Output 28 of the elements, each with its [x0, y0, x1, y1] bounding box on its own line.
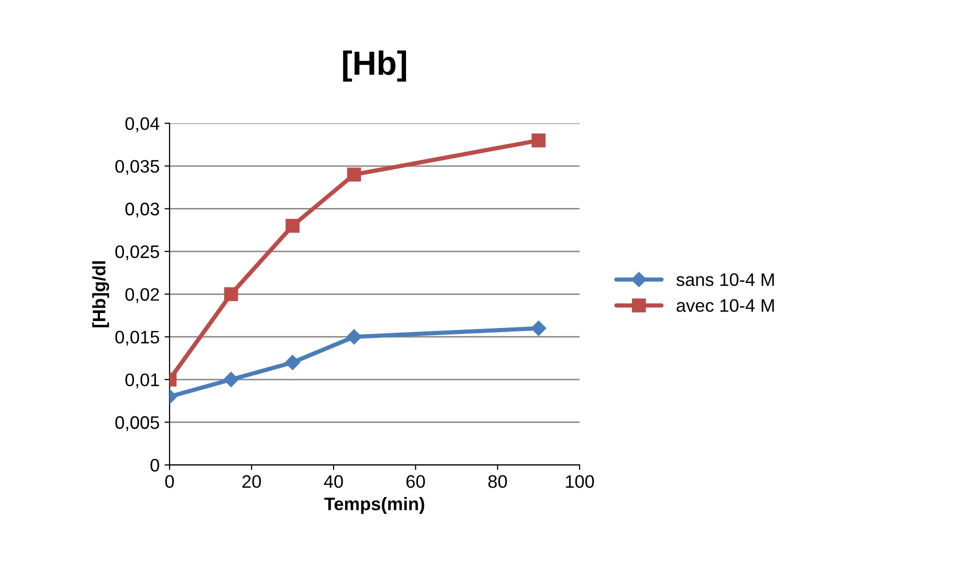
y-tick-label: 0 [150, 458, 160, 472]
x-tick-label: 60 [406, 475, 425, 488]
x-tick-label: 20 [242, 475, 261, 488]
point [346, 329, 362, 344]
point [224, 287, 238, 302]
point [531, 320, 546, 336]
x-tick-label: 100 [566, 475, 594, 488]
y-tick-label: 0,035 [115, 160, 160, 175]
legend-label: sans 10-4 M [676, 273, 774, 286]
legend-label: avec 10-4 M [676, 299, 774, 312]
y-tick-label: 0,01 [125, 373, 159, 388]
x-tick-label: 0 [165, 475, 174, 488]
point [285, 354, 300, 370]
point [286, 218, 300, 233]
y-tick-label: 0,02 [125, 288, 159, 303]
point [347, 168, 362, 182]
y-tick-label: 0,04 [125, 117, 160, 132]
y-tick-label: 0,03 [125, 202, 160, 218]
point [224, 372, 239, 388]
y-axis-title: [Hb]g/dl [92, 261, 110, 328]
y-tick-label: 0,025 [115, 245, 160, 260]
point [532, 133, 546, 148]
x-tick-label: 40 [324, 475, 343, 488]
y-tick-label: 0,005 [115, 416, 160, 432]
x-tick-label: 80 [488, 475, 507, 488]
chart-title: [Hb] [343, 50, 406, 82]
y-tick-label: 0,015 [115, 330, 160, 346]
x-axis-title: Temps(min) [324, 497, 424, 514]
